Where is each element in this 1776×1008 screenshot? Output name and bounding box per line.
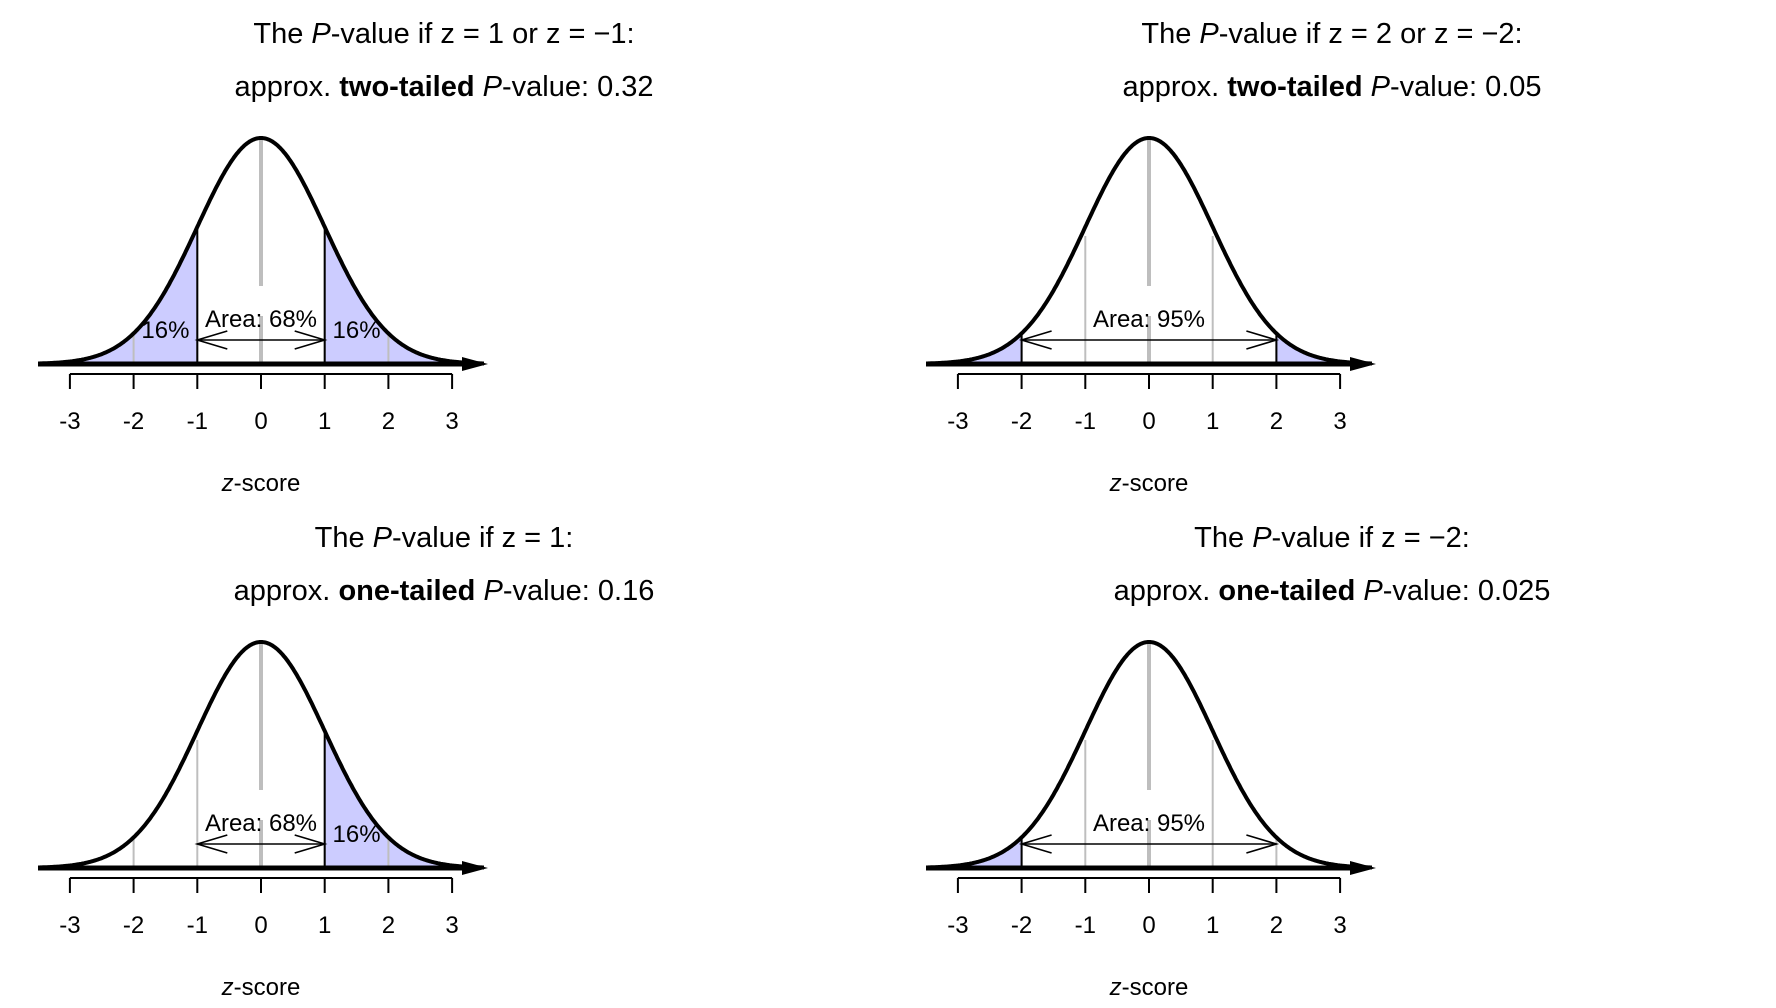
x-tick-label: -1 xyxy=(186,408,208,435)
x-tick-label: -3 xyxy=(59,408,81,435)
panel-one-tailed-zneg2: The P-value if z = −2: approx. one-tailed… xyxy=(888,504,1776,1008)
panel-one-tailed-z1: The P-value if z = 1: approx. one-tailed … xyxy=(0,504,888,1008)
x-axis xyxy=(68,373,454,389)
plot-area xyxy=(926,640,1376,893)
area-arrow xyxy=(194,330,328,350)
x-tick-label: 3 xyxy=(1333,408,1347,435)
x-tick-label: -2 xyxy=(122,408,145,435)
x-axis-label: z-score xyxy=(1109,470,1189,497)
area-arrow xyxy=(1018,834,1280,854)
x-axis-label: z-score xyxy=(221,470,301,497)
x-tick-label: 0 xyxy=(1142,408,1156,435)
area-arrow xyxy=(1018,330,1280,350)
x-tick-label: -3 xyxy=(59,912,81,939)
x-axis-label: z-score xyxy=(1109,974,1189,1001)
normal-curve xyxy=(926,136,1372,366)
axis-arrowhead-icon xyxy=(1350,861,1376,875)
panel-two-tailed-z1: The P-value if z = 1 or z = −1: approx. t… xyxy=(0,0,888,504)
panel-title-line2: approx. two-tailed P-value: 0.32 xyxy=(234,71,654,103)
tail-percent-label: 16% xyxy=(332,317,381,344)
x-tick-label: 1 xyxy=(1206,912,1220,939)
tail-percent-label: 16% xyxy=(141,317,190,344)
x-tick-label: 2 xyxy=(1269,408,1284,435)
normal-curve xyxy=(38,640,484,870)
panel-title-line1: The P-value if z = 2 or z = −2: xyxy=(1141,18,1523,50)
x-tick-label: -1 xyxy=(1074,912,1096,939)
panel-title-line2: approx. one-tailed P-value: 0.16 xyxy=(233,575,655,607)
x-tick-label: 1 xyxy=(318,408,332,435)
x-axis xyxy=(956,373,1342,389)
shaded-tail-region xyxy=(38,226,198,364)
x-tick-label: 0 xyxy=(1142,912,1156,939)
x-tick-label: 1 xyxy=(1206,408,1220,435)
panel-title-line2: approx. two-tailed P-value: 0.05 xyxy=(1122,71,1542,103)
panel-two-tailed-z2: The P-value if z = 2 or z = −2: approx. t… xyxy=(888,0,1776,504)
x-tick-label: 2 xyxy=(381,408,396,435)
axis-arrowhead-icon xyxy=(1350,357,1376,371)
x-tick-label: -3 xyxy=(947,408,969,435)
x-tick-label: 0 xyxy=(254,408,268,435)
shaded-tail-region xyxy=(1276,333,1372,364)
area-label: Area: 68% xyxy=(204,306,318,333)
axis-arrowhead-icon xyxy=(462,357,488,371)
shaded-tail-region xyxy=(324,730,484,868)
x-tick-label: -2 xyxy=(1010,912,1033,939)
plot-area xyxy=(926,136,1376,389)
panel-title-line1: The P-value if z = 1 or z = −1: xyxy=(253,18,635,50)
x-axis xyxy=(68,877,454,893)
x-tick-label: -1 xyxy=(186,912,208,939)
shaded-tail-region xyxy=(926,333,1022,364)
normal-curve xyxy=(926,640,1372,870)
x-tick-label: -2 xyxy=(122,912,145,939)
tail-percent-label: 16% xyxy=(332,821,381,848)
x-tick-label: 2 xyxy=(381,912,396,939)
area-label: Area: 68% xyxy=(204,810,318,837)
x-tick-label: 3 xyxy=(445,408,459,435)
panel-title-line2: approx. one-tailed P-value: 0.025 xyxy=(1113,575,1551,607)
shaded-tail-region xyxy=(926,837,1022,868)
area-arrow xyxy=(194,834,328,854)
x-axis xyxy=(956,877,1342,893)
x-tick-label: 3 xyxy=(1333,912,1347,939)
x-tick-label: 1 xyxy=(318,912,332,939)
x-axis-label: z-score xyxy=(221,974,301,1001)
area-label: Area: 95% xyxy=(1092,306,1206,333)
axis-arrowhead-icon xyxy=(462,861,488,875)
x-tick-label: -3 xyxy=(947,912,969,939)
plot-area xyxy=(38,640,488,893)
normal-curve xyxy=(38,136,484,366)
plot-area xyxy=(38,136,488,389)
x-tick-label: 2 xyxy=(1269,912,1284,939)
panel-title-line1: The P-value if z = 1: xyxy=(314,522,574,554)
x-tick-label: -1 xyxy=(1074,408,1096,435)
x-tick-label: 0 xyxy=(254,912,268,939)
shaded-tail-region xyxy=(324,226,484,364)
panel-title-line1: The P-value if z = −2: xyxy=(1194,522,1470,554)
x-tick-label: -2 xyxy=(1010,408,1033,435)
x-tick-label: 3 xyxy=(445,912,459,939)
area-label: Area: 95% xyxy=(1092,810,1206,837)
